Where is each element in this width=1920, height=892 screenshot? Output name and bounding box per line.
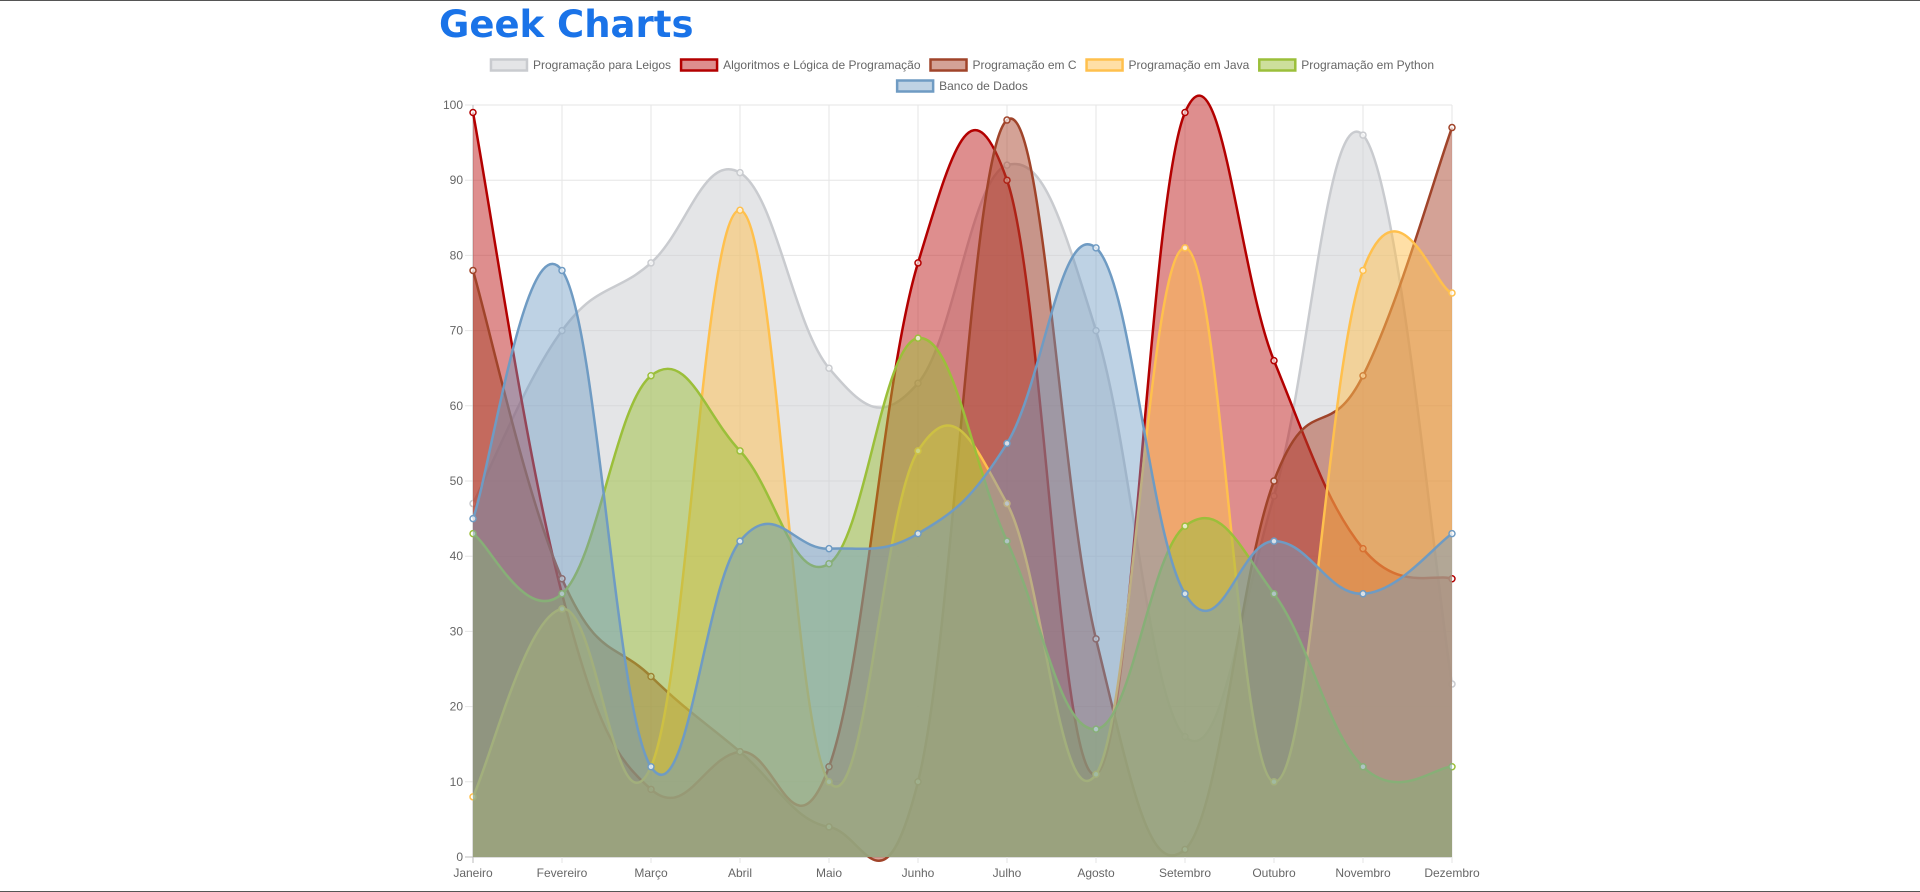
data-point[interactable] (1181, 108, 1189, 117)
x-tick-label: Janeiro (453, 866, 493, 880)
legend-swatch (489, 58, 529, 72)
data-point[interactable] (1092, 725, 1100, 733)
y-tick-label: 20 (450, 700, 464, 714)
y-tick-label: 100 (443, 98, 463, 112)
data-point[interactable] (1359, 131, 1367, 139)
x-tick-label: Julho (993, 866, 1022, 880)
legend-label: Programação para Leigos (533, 58, 671, 72)
x-tick-label: Setembro (1159, 866, 1211, 880)
y-tick-label: 0 (456, 850, 463, 864)
axis-labels: 0 10 20 30 40 50 60 70 80 90 100 Janeiro Fevereiro Ma… (443, 98, 1480, 880)
data-point[interactable] (469, 514, 477, 523)
series-line (471, 130, 1454, 743)
series-6 (469, 243, 1456, 857)
data-point[interactable] (1359, 763, 1367, 771)
y-tick-label: 90 (450, 173, 464, 187)
data-point[interactable] (1359, 266, 1367, 275)
legend-label: Programação em C (973, 58, 1077, 72)
legend-swatch (1258, 58, 1297, 72)
data-point[interactable] (647, 259, 655, 267)
data-point[interactable] (914, 334, 922, 342)
data-point[interactable] (1448, 529, 1456, 538)
data-point[interactable] (1270, 477, 1278, 485)
legend-item[interactable]: Banco de Dados (895, 79, 1028, 93)
data-point[interactable] (1181, 522, 1189, 530)
y-tick-label: 40 (450, 549, 464, 563)
legend: Programação para Leigos Algoritmos e Lógi… (489, 58, 1434, 93)
legend-item[interactable]: Programação para Leigos (489, 58, 671, 72)
data-point[interactable] (736, 206, 744, 215)
data-point[interactable] (1003, 439, 1011, 448)
legend-label: Banco de Dados (939, 79, 1028, 93)
data-point[interactable] (1092, 244, 1100, 252)
legend-item[interactable]: Programação em Java (1085, 58, 1250, 72)
data-point[interactable] (1448, 289, 1456, 297)
data-point[interactable] (1092, 326, 1100, 335)
legend-swatch (895, 79, 935, 93)
series-area (473, 244, 1452, 857)
x-tick-label: Março (634, 866, 668, 880)
page-title: Geek Charts (439, 3, 694, 46)
y-tick-label: 70 (450, 324, 464, 338)
x-tick-label: Novembro (1335, 866, 1391, 880)
legend-item[interactable]: Programação em Python (1258, 58, 1434, 72)
x-tick-label: Maio (816, 866, 842, 880)
data-point[interactable] (647, 371, 655, 380)
data-point[interactable] (558, 575, 566, 583)
data-point[interactable] (736, 447, 744, 455)
data-point[interactable] (825, 364, 833, 372)
x-tick-label: Junho (902, 866, 935, 880)
data-point[interactable] (914, 529, 922, 538)
data-point[interactable] (1181, 590, 1189, 598)
series-layer (469, 94, 1456, 862)
data-point[interactable] (469, 108, 477, 117)
x-tick-label: Fevereiro (537, 866, 588, 880)
data-point[interactable] (558, 326, 566, 335)
y-tick-label: 60 (450, 399, 464, 413)
series-5 (469, 334, 1456, 858)
data-point[interactable] (1181, 244, 1189, 252)
data-point[interactable] (469, 266, 477, 275)
data-point[interactable] (736, 537, 744, 545)
data-point[interactable] (1448, 763, 1456, 771)
y-tick-label: 10 (450, 775, 464, 789)
legend-item[interactable]: Programação em C (929, 58, 1077, 72)
data-point[interactable] (1270, 590, 1278, 598)
series-area (473, 338, 1452, 858)
legend-swatch (929, 58, 968, 72)
legend-label: Algoritmos e Lógica de Programação (723, 58, 921, 72)
y-tick-label: 80 (450, 248, 464, 262)
x-tick-label: Abril (728, 866, 752, 880)
data-point[interactable] (469, 529, 477, 538)
x-tick-label: Agosto (1077, 866, 1115, 880)
x-tick-label: Dezembro (1424, 866, 1480, 880)
legend-label: Programação em Python (1301, 58, 1434, 72)
y-tick-label: 30 (450, 624, 464, 638)
data-point[interactable] (558, 590, 566, 598)
data-point[interactable] (1003, 116, 1011, 124)
legend-swatch (1085, 58, 1124, 72)
x-tick-label: Outubro (1252, 866, 1296, 880)
legend-label: Programação em Java (1129, 58, 1250, 72)
data-point[interactable] (647, 763, 655, 771)
data-point[interactable] (1270, 356, 1278, 365)
data-point[interactable] (1003, 537, 1011, 545)
data-point[interactable] (825, 559, 833, 568)
data-point[interactable] (914, 259, 922, 267)
series-line (471, 243, 1453, 777)
data-point[interactable] (558, 266, 566, 275)
legend-swatch (679, 58, 719, 72)
data-point[interactable] (1092, 635, 1100, 643)
data-point[interactable] (1270, 537, 1278, 545)
legend-item[interactable]: Algoritmos e Lógica de Programação (679, 58, 921, 72)
data-point[interactable] (1003, 499, 1011, 508)
data-point[interactable] (736, 168, 744, 177)
data-point[interactable] (1359, 590, 1367, 598)
data-point[interactable] (1448, 123, 1456, 132)
data-point[interactable] (825, 544, 833, 553)
y-tick-label: 50 (450, 474, 464, 488)
